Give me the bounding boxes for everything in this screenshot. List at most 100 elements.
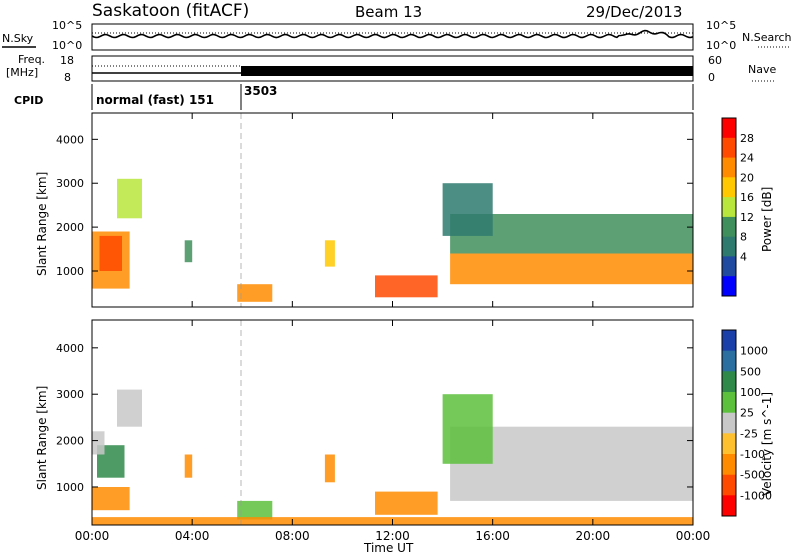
power-colorbar-tick-5: 8 [740,231,747,244]
cpid-strip: CPID normal (fast) 151 3503 [14,84,694,110]
power-colorbar-swatch-5 [722,216,736,238]
power-colorbar: 28 24 20 16 12 8 4 [721,117,754,297]
velocity-colorbar-tick-6: -500 [740,469,765,482]
velocity-ytick-label-0: 1000 [56,481,84,494]
velocity-region-5 [237,500,273,520]
freq-top-tick: 18 [60,54,74,67]
figure-title: Saskatoon (fitACF) [92,1,249,21]
velocity-colorbar-tick-3: 25 [740,407,754,420]
power-region-7 [450,253,693,285]
power-colorbar-tick-2: 20 [740,171,754,184]
x-tick-label-4: 16:00 [475,529,510,543]
power-colorbar-tick-1: 24 [740,152,754,165]
power-region-3 [184,240,193,263]
velocity-x-ticks [91,320,694,525]
velocity-colorbar-tick-1: 500 [740,365,761,378]
velocity-colorbar-tick-5: -100 [740,448,765,461]
velocity-colorbar-swatch-0 [722,330,736,352]
nsky-top-tick: 10^5 [52,19,82,32]
power-y-ticks: 1000 2000 3000 4000 [56,133,693,278]
nsky-bottom-tick: 10^0 [52,39,82,52]
velocity-region-2 [92,431,105,455]
x-tick-label-3: 12:00 [375,529,410,543]
power-colorbar-swatch-7 [722,256,736,277]
power-colorbar-tick-6: 4 [740,250,747,263]
power-colorbar-tick-0: 28 [740,132,754,145]
x-tick-label-0: 00:00 [75,529,110,543]
freq-strip: Freq. [MHz] 18 8 60 0 Nave [6,53,776,84]
power-colorbar-swatch-6 [722,236,736,257]
power-y-axis-label: Slant Range [km] [35,172,49,276]
power-region-5 [324,240,335,267]
velocity-y-ticks: 1000 2000 3000 4000 [56,342,693,494]
nave-bottom-tick: 0 [708,71,715,84]
velocity-ytick-label-3: 4000 [56,342,84,355]
nsearch-bottom-tick: 10^0 [706,39,736,52]
velocity-colorbar: 1000 500 100 25 -25 -100 -500 -1000 [721,329,772,517]
noise-strip: N.Sky 10^5 10^0 10^5 10^0 N.Search [2,19,792,52]
velocity-colorbar-swatch-8 [722,495,736,517]
power-region-6 [375,275,438,298]
x-tick-label-1: 04:00 [175,529,210,543]
power-region-2 [117,178,142,219]
power-colorbar-swatch-4 [722,197,736,218]
freq-bottom-tick: 8 [64,71,71,84]
velocity-region-4 [184,454,193,478]
freq-trace-late [241,66,693,76]
power-colorbar-frame [721,117,737,297]
velocity-colorbar-swatch-5 [722,433,736,455]
beam-label: Beam 13 [355,3,422,21]
power-region-9 [442,183,493,236]
nsky-label: N.Sky [2,32,34,45]
power-colorbar-swatch-0 [722,118,736,139]
power-cells [92,178,693,302]
cpid-segment-1: normal (fast) 151 [96,93,214,107]
velocity-colorbar-frame [721,329,737,517]
velocity-colorbar-swatch-6 [722,454,736,476]
velocity-colorbar-swatch-1 [722,350,736,372]
power-ytick-label-2: 3000 [56,177,84,190]
power-colorbar-label: Power [dB] [760,187,774,252]
cpid-label: CPID [14,94,43,107]
velocity-y-axis-label: Slant Range [km] [35,386,49,490]
x-tick-label-2: 08:00 [275,529,310,543]
velocity-ytick-label-2: 3000 [56,388,84,401]
velocity-colorbar-label: Velocity [m s^-1] [760,392,774,496]
cpid-segment-2: 3503 [244,84,277,98]
velocity-colorbar-tick-7: -1000 [740,489,772,502]
nave-label: Nave [748,63,776,76]
x-tick-label-6: 00:00 [676,529,711,543]
nsearch-top-tick: 10^5 [706,19,736,32]
velocity-colorbar-swatch-7 [722,474,736,496]
power-ytick-label-1: 2000 [56,221,84,234]
power-ytick-label-3: 4000 [56,133,84,146]
power-region-1 [99,235,122,271]
velocity-region-9 [442,394,493,464]
nsky-trace [91,29,694,39]
nsearch-label: N.Search [742,31,792,44]
power-ytick-label-0: 1000 [56,265,84,278]
velocity-ytick-label-1: 2000 [56,435,84,448]
power-colorbar-swatch-3 [722,177,736,198]
velocity-region-0 [92,487,130,511]
velocity-region-6 [324,454,335,483]
power-region-4 [237,284,273,302]
velocity-colorbar-tick-2: 100 [740,386,761,399]
velocity-panel: 1000 2000 3000 4000 Slant Range [km] 1000 50… [35,319,774,526]
velocity-colorbar-tick-4: -25 [740,427,758,440]
nave-top-tick: 60 [708,54,722,67]
velocity-colorbar-tick-0: 1000 [740,345,768,358]
power-colorbar-tick-3: 16 [740,191,754,204]
power-panel: 1000 2000 3000 4000 Slant Range [km] 28 24 20… [35,112,774,308]
date-label: 29/Dec/2013 [586,3,682,21]
power-colorbar-swatch-2 [722,157,736,178]
velocity-colorbar-swatch-2 [722,371,736,393]
velocity-colorbar-swatch-3 [722,392,736,414]
x-tick-label-5: 20:00 [576,529,611,543]
velocity-region-7 [375,491,438,515]
x-axis-tick-labels: 00:00 04:00 08:00 12:00 16:00 20:00 00:00 [75,529,711,543]
velocity-region-3 [117,389,142,427]
freq-label: Freq. [18,53,45,66]
power-colorbar-swatch-8 [722,276,736,297]
